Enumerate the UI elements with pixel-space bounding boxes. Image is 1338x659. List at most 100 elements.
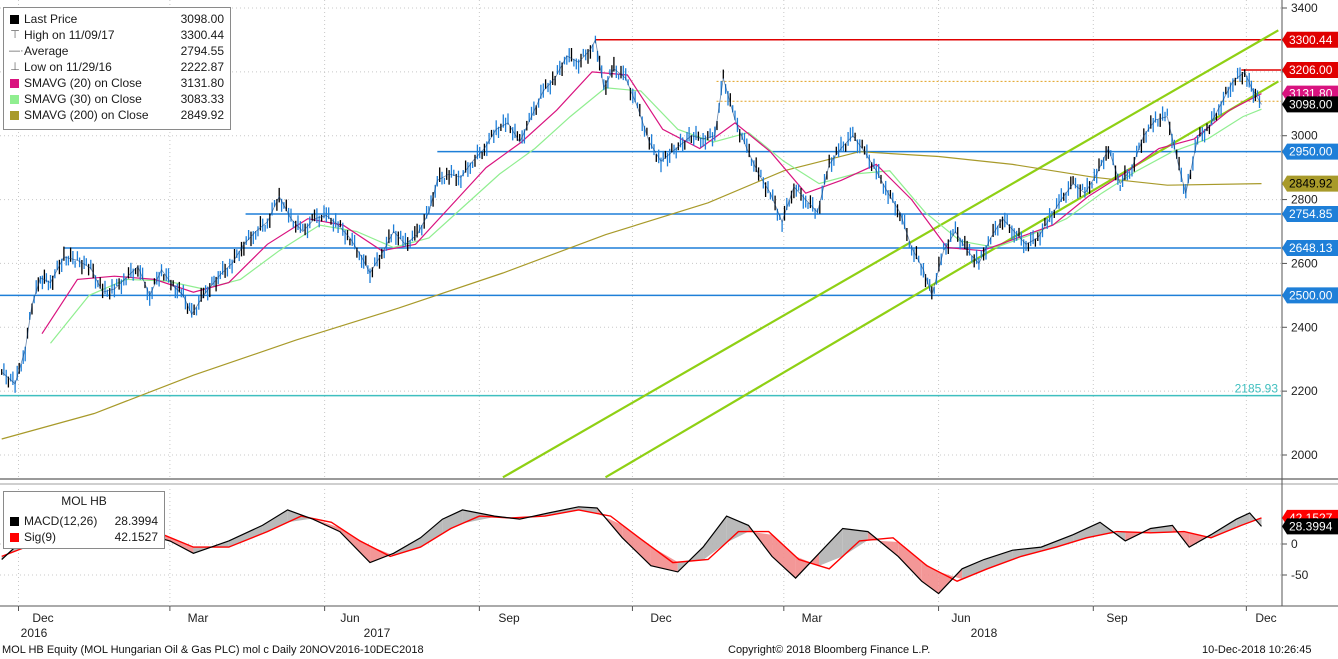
price-tag-text: 2754.85	[1289, 207, 1333, 221]
price-tag-bg	[1282, 287, 1338, 304]
price-tag: 2754.85	[1282, 205, 1338, 222]
legend-value: 3083.33	[180, 92, 224, 106]
macd-histogram-fill	[169, 537, 194, 554]
macd-histogram-fill	[548, 506, 579, 516]
signal-swatch	[10, 533, 19, 542]
macd-histogram-fill	[726, 516, 749, 543]
price-tick-label: 3000	[1291, 129, 1318, 143]
sma200-swatch	[10, 111, 19, 120]
price-tag: 3300.44	[1282, 31, 1338, 48]
macd-tag: 28.3994	[1282, 518, 1338, 535]
macd-histogram-fill	[228, 525, 263, 548]
macd-histogram-fill	[370, 546, 394, 563]
legend-high: ⊤ High on 11/09/17 3300.44	[8, 28, 226, 43]
price-tag: 2950.00	[1282, 143, 1338, 160]
macd-histogram-fill	[1041, 534, 1074, 552]
price-tag-text: 2648.13	[1289, 241, 1333, 255]
legend-label: SMAVG (20) on Close	[24, 76, 142, 90]
legend-last-price: Last Price 3098.00	[8, 12, 226, 27]
price-tag: 3098.00	[1282, 96, 1338, 113]
macd-histogram-fill	[898, 541, 922, 582]
last-price-line	[1, 38, 1262, 385]
footer-security: MOL HB Equity (MOL Hungarian Oil & Gas P…	[2, 644, 424, 656]
legend-label: Average	[24, 44, 69, 58]
legend-signal: Sig(9) 42.1527	[8, 530, 160, 545]
year-label: 2017	[364, 626, 391, 640]
trend-channel-line	[502, 29, 1279, 479]
price-tag-bg	[1282, 205, 1338, 222]
macd-histogram-fill	[772, 534, 796, 579]
month-label: Dec	[32, 611, 53, 625]
legend-value: 3098.00	[180, 12, 224, 26]
sma20-swatch	[10, 79, 19, 88]
macd-histogram-fill	[842, 528, 868, 557]
macd-histogram-fill	[420, 519, 443, 548]
legend-value: 2222.87	[180, 60, 224, 74]
month-label: Sep	[1106, 611, 1128, 625]
month-label: Mar	[802, 611, 823, 625]
price-tag: 2849.92	[1282, 175, 1338, 192]
macd-tag-text: 28.3994	[1289, 519, 1333, 533]
price-tick-label: 2600	[1291, 256, 1318, 270]
macd-tick-label: 0	[1291, 537, 1298, 551]
macd-line	[1, 506, 1262, 595]
legend-value: 2794.55	[180, 44, 224, 58]
price-tick-label: 2400	[1291, 320, 1318, 334]
footer-copyright: Copyright© 2018 Bloomberg Finance L.P.	[728, 644, 931, 656]
month-label: Mar	[188, 611, 209, 625]
price-tag-text: 3300.44	[1289, 33, 1333, 47]
trend-channel-line	[604, 80, 1279, 479]
high-marker-icon: ⊤	[10, 29, 20, 41]
sma200-line	[1, 151, 1262, 440]
month-label: Sep	[498, 611, 520, 625]
legend-label: High on 11/09/17	[24, 28, 115, 42]
sma30-line	[50, 87, 1262, 344]
legend-value: 3131.80	[180, 76, 224, 90]
legend-value: 2849.92	[180, 108, 224, 122]
price-tag-bg	[1282, 61, 1338, 78]
macd-histogram-fill	[1211, 519, 1237, 538]
price-tag-text: 2849.92	[1289, 177, 1333, 191]
legend-low: ⊥ Low on 11/29/16 2222.87	[8, 60, 226, 75]
macd-histogram-fill	[650, 546, 678, 572]
price-tag-bg	[1282, 240, 1338, 257]
price-tick-label: 2200	[1291, 384, 1318, 398]
price-tag-text: 3206.00	[1289, 63, 1333, 77]
legend-sma30: SMAVG (30) on Close 3083.33	[8, 92, 226, 107]
macd-histogram-fill	[703, 516, 727, 560]
average-marker-icon: —·	[9, 45, 24, 57]
price-tick-label: 3400	[1291, 1, 1318, 15]
macd-histogram-fill	[339, 527, 371, 563]
macd-tag-bg	[1282, 518, 1338, 535]
month-label: Dec	[1255, 611, 1276, 625]
macd-histogram-fill	[962, 559, 984, 580]
legend-label: MACD(12,26)	[24, 514, 98, 528]
macd-histogram-fill	[1236, 513, 1250, 528]
macd-histogram-fill	[442, 509, 463, 534]
year-label: 2016	[21, 626, 48, 640]
legend-label: SMAVG (200) on Close	[24, 108, 149, 122]
legend-sma20: SMAVG (20) on Close 3131.80	[8, 76, 226, 91]
price-legend: Last Price 3098.00 ⊤ High on 11/09/17 33…	[3, 7, 231, 130]
macd-title: MOL HB	[61, 494, 107, 508]
price-tag: 2500.00	[1282, 287, 1338, 304]
price-tag-text: 2950.00	[1289, 145, 1333, 159]
sma30-swatch	[10, 95, 19, 104]
legend-label: SMAVG (30) on Close	[24, 92, 142, 106]
legend-average: —· Average 2794.55	[8, 44, 226, 59]
legend-label: Low on 11/29/16	[24, 60, 112, 74]
month-label: Jun	[340, 611, 359, 625]
price-tag-text: 3098.00	[1289, 97, 1333, 111]
legend-value: 3300.44	[180, 28, 224, 42]
price-tag: 2648.13	[1282, 240, 1338, 257]
sma20-line	[41, 71, 1262, 335]
price-tick-label: 2000	[1291, 448, 1318, 462]
macd-histogram-fill	[622, 525, 651, 566]
macd-histogram-fill	[819, 528, 843, 566]
macd-histogram-fill	[262, 509, 288, 534]
level-label: 2185.93	[1235, 382, 1279, 396]
macd-histogram-fill	[1150, 525, 1173, 533]
macd-histogram-fill	[578, 506, 598, 514]
legend-macd: MACD(12,26) 28.3994	[8, 514, 160, 529]
price-tag-text: 2500.00	[1289, 288, 1333, 302]
